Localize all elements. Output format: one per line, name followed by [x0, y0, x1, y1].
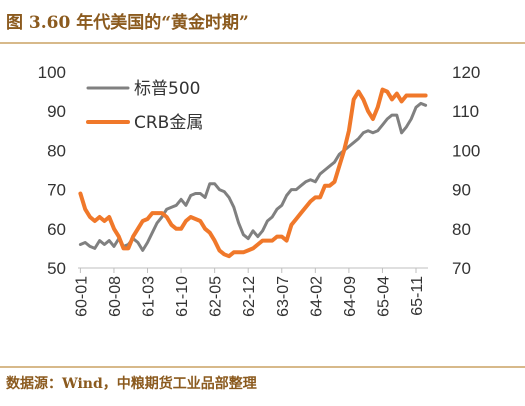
- x-axis-tick-label: 65-11: [409, 276, 426, 316]
- right-axis-tick-label: 120: [452, 63, 480, 82]
- axes-layer: 50 60 70 80 90 100 70 80 90 100 110 120 60-01 60-08 61…: [38, 63, 481, 317]
- legend: 标普500 CRB金属: [86, 79, 203, 133]
- series-line-sp500: [78, 101, 428, 252]
- x-axis-tick-label: 64-09: [342, 276, 359, 317]
- legend-label: CRB金属: [134, 113, 203, 133]
- x-axis-tick-label: 64-02: [308, 276, 325, 317]
- left-axis-tick-label: 80: [47, 141, 66, 160]
- x-axis-tick-label: 60-08: [107, 276, 124, 317]
- source-note: 数据源：Wind，中粮期货工业品部整理: [6, 376, 257, 392]
- left-axis-tick-label: 50: [47, 259, 66, 278]
- x-axis-tick-label: 62-05: [208, 276, 225, 317]
- x-axis-tick-label: 60-01: [73, 276, 90, 317]
- right-axis-tick-label: 90: [452, 181, 471, 200]
- right-axis-tick-label: 110: [452, 102, 479, 121]
- left-axis-tick-label: 70: [47, 181, 66, 200]
- right-axis-tick-label: 80: [452, 220, 471, 239]
- title-rule: [0, 42, 525, 44]
- x-axis-tick-label: 62-12: [241, 276, 258, 317]
- left-axis-tick-label: 100: [38, 63, 66, 82]
- series-line-crb-metals: [78, 87, 428, 259]
- source-rule: [0, 366, 525, 368]
- series-layer: [78, 87, 428, 259]
- right-axis-tick-label: 70: [452, 259, 471, 278]
- right-axis-tick-label: 100: [452, 141, 480, 160]
- x-axis-tick-label: 61-10: [174, 276, 191, 317]
- figure-title: 图 3.60 年代美国的“黄金时期”: [6, 13, 249, 33]
- x-axis-tick-label: 63-07: [275, 276, 292, 317]
- left-axis-tick-label: 90: [47, 102, 66, 121]
- legend-label: 标普500: [134, 79, 200, 99]
- x-axis-tick-label: 61-03: [141, 276, 158, 317]
- line-chart: 50 60 70 80 90 100 70 80 90 100 110 120 60-01 60-08 61…: [38, 63, 481, 317]
- left-axis-tick-label: 60: [47, 220, 66, 239]
- x-axis-tick-label: 65-04: [375, 276, 392, 317]
